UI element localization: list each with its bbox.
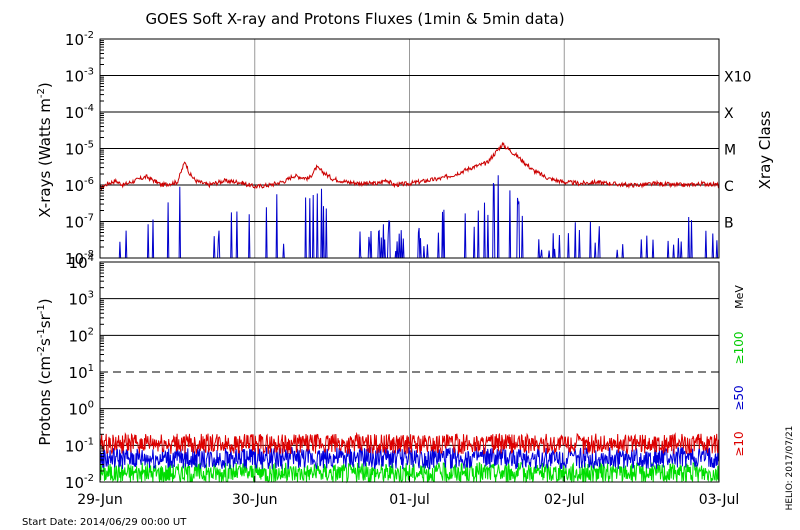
xray-class-tick-label: M: [724, 143, 736, 159]
proton-y-tick-label: 103: [69, 290, 94, 309]
legend-ge100: ≥100: [732, 332, 746, 365]
xray-class-tick-label: C: [724, 179, 734, 195]
xray-y-tick-label: 10-4: [65, 103, 94, 122]
proton-y-tick-label: 10-1: [65, 436, 94, 455]
xray-y-axis-label: X-rays (Watts m-2): [36, 82, 54, 217]
x-tick-label: 03-Jul: [699, 492, 740, 508]
xray-class-tick-label: B: [724, 216, 734, 232]
xray-y-tick-label: 10-2: [65, 30, 94, 49]
proton-x-ticks: 29-Jun 30-Jun 01-Jul 02-Jul 03-Jul: [77, 476, 739, 508]
xray-class-axis-label: Xray Class: [756, 110, 774, 189]
proton-y-tick-label: 10-2: [65, 473, 94, 492]
x-tick-label: 29-Jun: [77, 492, 123, 508]
proton-series: [99, 431, 720, 484]
x-tick-label: 30-Jun: [232, 492, 278, 508]
xray-y-tick-label: 10-8: [65, 249, 94, 268]
proton-panel: 104 103 102 101 100 10-1 10-2 29-Jun 30-Jun 01-J…: [36, 253, 746, 508]
proton-y-tick-label: 102: [69, 326, 94, 345]
proton-unit-label: MeV: [733, 285, 746, 309]
start-date-label: Start Date: 2014/06/29 00:00 UT: [22, 517, 187, 528]
proton-series-line: [99, 461, 720, 484]
xray-grid: [100, 39, 719, 258]
xray-series-line: [99, 141, 720, 192]
proton-y-ticks: 104 103 102 101 100 10-1 10-2: [65, 253, 104, 492]
legend-ge10: ≥10: [732, 431, 746, 456]
chart-title: GOES Soft X-ray and Protons Fluxes (1min…: [145, 10, 564, 28]
xray-y-tick-label: 10-5: [65, 140, 94, 159]
xray-panel: 10-2 10-3 10-4 10-5 10-6 10-7 10-8 X10 X M C B X-r…: [36, 30, 774, 268]
proton-series-line: [99, 431, 720, 456]
xray-y-ticks: 10-2 10-3 10-4 10-5 10-6 10-7 10-8: [65, 30, 104, 268]
xray-y-tick-label: 10-6: [65, 176, 94, 195]
helio-credit-label: HELIO: 2017/07/21: [785, 426, 795, 511]
x-tick-label: 02-Jul: [544, 492, 585, 508]
xray-class-ticks: X10 X M C B: [724, 70, 751, 232]
xray-class-tick-label: X: [724, 106, 734, 122]
xray-y-tick-label: 10-3: [65, 67, 94, 86]
proton-series-line: [99, 445, 720, 470]
x-tick-label: 01-Jul: [389, 492, 430, 508]
xray-y-tick-label: 10-7: [65, 213, 94, 232]
legend-ge50: ≥50: [732, 385, 746, 410]
proton-y-tick-label: 104: [69, 253, 94, 272]
proton-y-tick-label: 101: [69, 363, 94, 382]
proton-y-tick-label: 100: [69, 400, 94, 419]
xray-class-tick-label: X10: [724, 70, 751, 86]
xray-plot-frame: [99, 38, 720, 259]
proton-y-axis-label: Protons (cm-2s-1sr-1): [36, 298, 54, 445]
